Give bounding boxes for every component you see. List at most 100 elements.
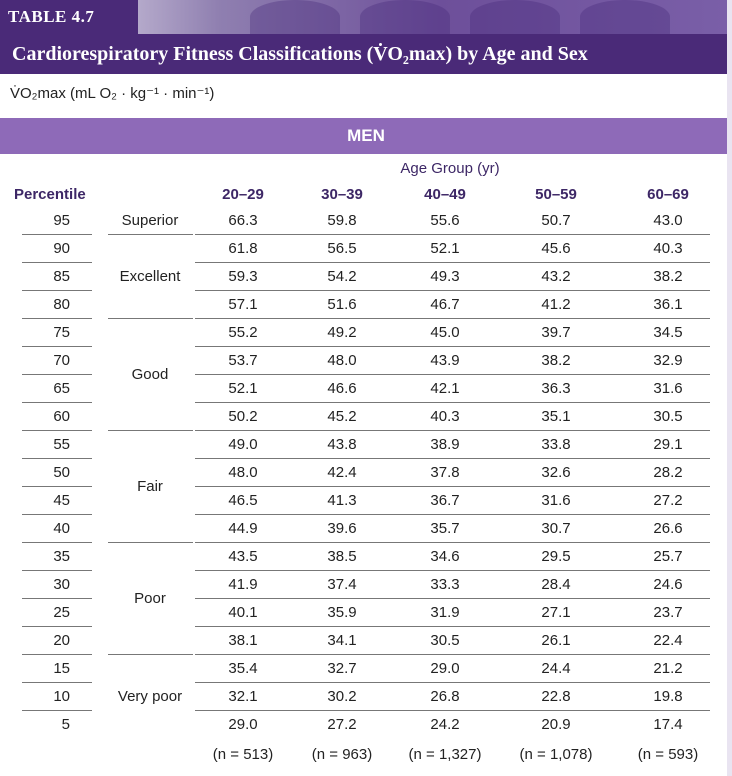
row-divider	[22, 570, 92, 571]
percentile-cell: 35	[53, 548, 70, 565]
value-cell: 50.7	[541, 212, 571, 229]
value-cell: 38.2	[541, 352, 571, 369]
value-cell: 20.9	[541, 716, 571, 733]
table-row: 65 52.1 46.6 42.1 36.3 31.6	[0, 376, 727, 404]
row-divider	[195, 598, 710, 599]
value-cell: 49.3	[430, 268, 460, 285]
value-cell: 39.7	[541, 324, 571, 341]
value-cell: 43.9	[430, 352, 460, 369]
row-divider	[22, 234, 92, 235]
value-cell: 23.7	[653, 604, 683, 621]
value-cell: 29.0	[228, 716, 258, 733]
value-cell: 27.1	[541, 604, 571, 621]
value-cell: 43.2	[541, 268, 571, 285]
row-divider	[195, 234, 710, 235]
value-cell: 26.8	[430, 688, 460, 705]
value-cell: 30.5	[653, 408, 683, 425]
table-row: 30 41.9 37.4 33.3 28.4 24.6	[0, 572, 727, 600]
percentile-cell: 85	[53, 268, 70, 285]
row-divider	[195, 710, 710, 711]
value-cell: 46.6	[327, 380, 357, 397]
value-cell: 45.2	[327, 408, 357, 425]
row-divider	[22, 598, 92, 599]
age-column-header: 30–39	[321, 186, 363, 203]
table-row: 45 46.5 41.3 36.7 31.6 27.2	[0, 488, 727, 516]
value-cell: 30.7	[541, 520, 571, 537]
table-row: 50 48.0 42.4 37.8 32.6 28.2	[0, 460, 727, 488]
value-cell: 33.8	[541, 436, 571, 453]
value-cell: 57.1	[228, 296, 258, 313]
section-men-header: MEN	[0, 118, 732, 154]
value-cell: 48.0	[327, 352, 357, 369]
value-cell: 49.2	[327, 324, 357, 341]
row-divider	[195, 486, 710, 487]
row-divider	[195, 514, 710, 515]
value-cell: 41.9	[228, 576, 258, 593]
value-cell: 24.2	[430, 716, 460, 733]
percentile-cell: 90	[53, 240, 70, 257]
table-row: 60 50.2 45.2 40.3 35.1 30.5	[0, 404, 727, 432]
table-number: TABLE 4.7	[0, 0, 138, 34]
decor-shape	[250, 0, 340, 34]
row-divider	[195, 542, 710, 543]
table-row: 85 59.3 54.2 49.3 43.2 38.2	[0, 264, 727, 292]
value-cell: 34.5	[653, 324, 683, 341]
percentile-cell: 40	[53, 520, 70, 537]
sample-size: (n = 513)	[212, 746, 274, 763]
value-cell: 43.0	[653, 212, 683, 229]
decor-shape	[360, 0, 450, 34]
table-row: 10 32.1 30.2 26.8 22.8 19.8	[0, 684, 727, 712]
value-cell: 29.0	[430, 660, 460, 677]
value-cell: 37.8	[430, 464, 460, 481]
value-cell: 51.6	[327, 296, 357, 313]
row-divider	[195, 682, 710, 683]
value-cell: 22.4	[653, 632, 683, 649]
value-cell: 43.5	[228, 548, 258, 565]
age-column-header: 50–59	[535, 186, 577, 203]
value-cell: 53.7	[228, 352, 258, 369]
value-cell: 36.7	[430, 492, 460, 509]
value-cell: 33.3	[430, 576, 460, 593]
age-column-header: 40–49	[424, 186, 466, 203]
row-divider	[22, 346, 92, 347]
unit-line: V̇O₂max (mL O₂ · kg⁻¹ · min⁻¹)	[10, 85, 215, 102]
value-cell: 54.2	[327, 268, 357, 285]
header-decoration	[0, 0, 732, 34]
value-cell: 32.9	[653, 352, 683, 369]
percentile-header: Percentile	[14, 186, 86, 203]
value-cell: 34.6	[430, 548, 460, 565]
data-table	[0, 154, 727, 776]
row-divider	[195, 318, 710, 319]
table-row: 70 53.7 48.0 43.9 38.2 32.9	[0, 348, 727, 376]
value-cell: 26.6	[653, 520, 683, 537]
classification-label: Superior	[121, 212, 179, 229]
percentile-cell: 15	[53, 660, 70, 677]
value-cell: 24.4	[541, 660, 571, 677]
value-cell: 26.1	[541, 632, 571, 649]
classification-label: Excellent	[119, 268, 181, 285]
value-cell: 31.9	[430, 604, 460, 621]
value-cell: 46.5	[228, 492, 258, 509]
value-cell: 35.1	[541, 408, 571, 425]
sample-size: (n = 1,327)	[408, 746, 482, 763]
value-cell: 55.2	[228, 324, 258, 341]
value-cell: 38.1	[228, 632, 258, 649]
row-divider	[195, 570, 710, 571]
group-divider	[108, 234, 193, 235]
value-cell: 38.5	[327, 548, 357, 565]
table-row: 90 61.8 56.5 52.1 45.6 40.3	[0, 236, 727, 264]
value-cell: 40.1	[228, 604, 258, 621]
value-cell: 48.0	[228, 464, 258, 481]
value-cell: 29.5	[541, 548, 571, 565]
table-row: 5 29.0 27.2 24.2 20.9 17.4	[0, 712, 727, 740]
decor-shape	[470, 0, 560, 34]
row-divider	[22, 430, 92, 431]
table-row: 20 38.1 34.1 30.5 26.1 22.4	[0, 628, 727, 656]
row-divider	[195, 374, 710, 375]
sample-size: (n = 1,078)	[519, 746, 593, 763]
group-divider	[108, 654, 193, 655]
classification-label: Good	[131, 366, 169, 383]
value-cell: 31.6	[653, 380, 683, 397]
value-cell: 17.4	[653, 716, 683, 733]
value-cell: 24.6	[653, 576, 683, 593]
